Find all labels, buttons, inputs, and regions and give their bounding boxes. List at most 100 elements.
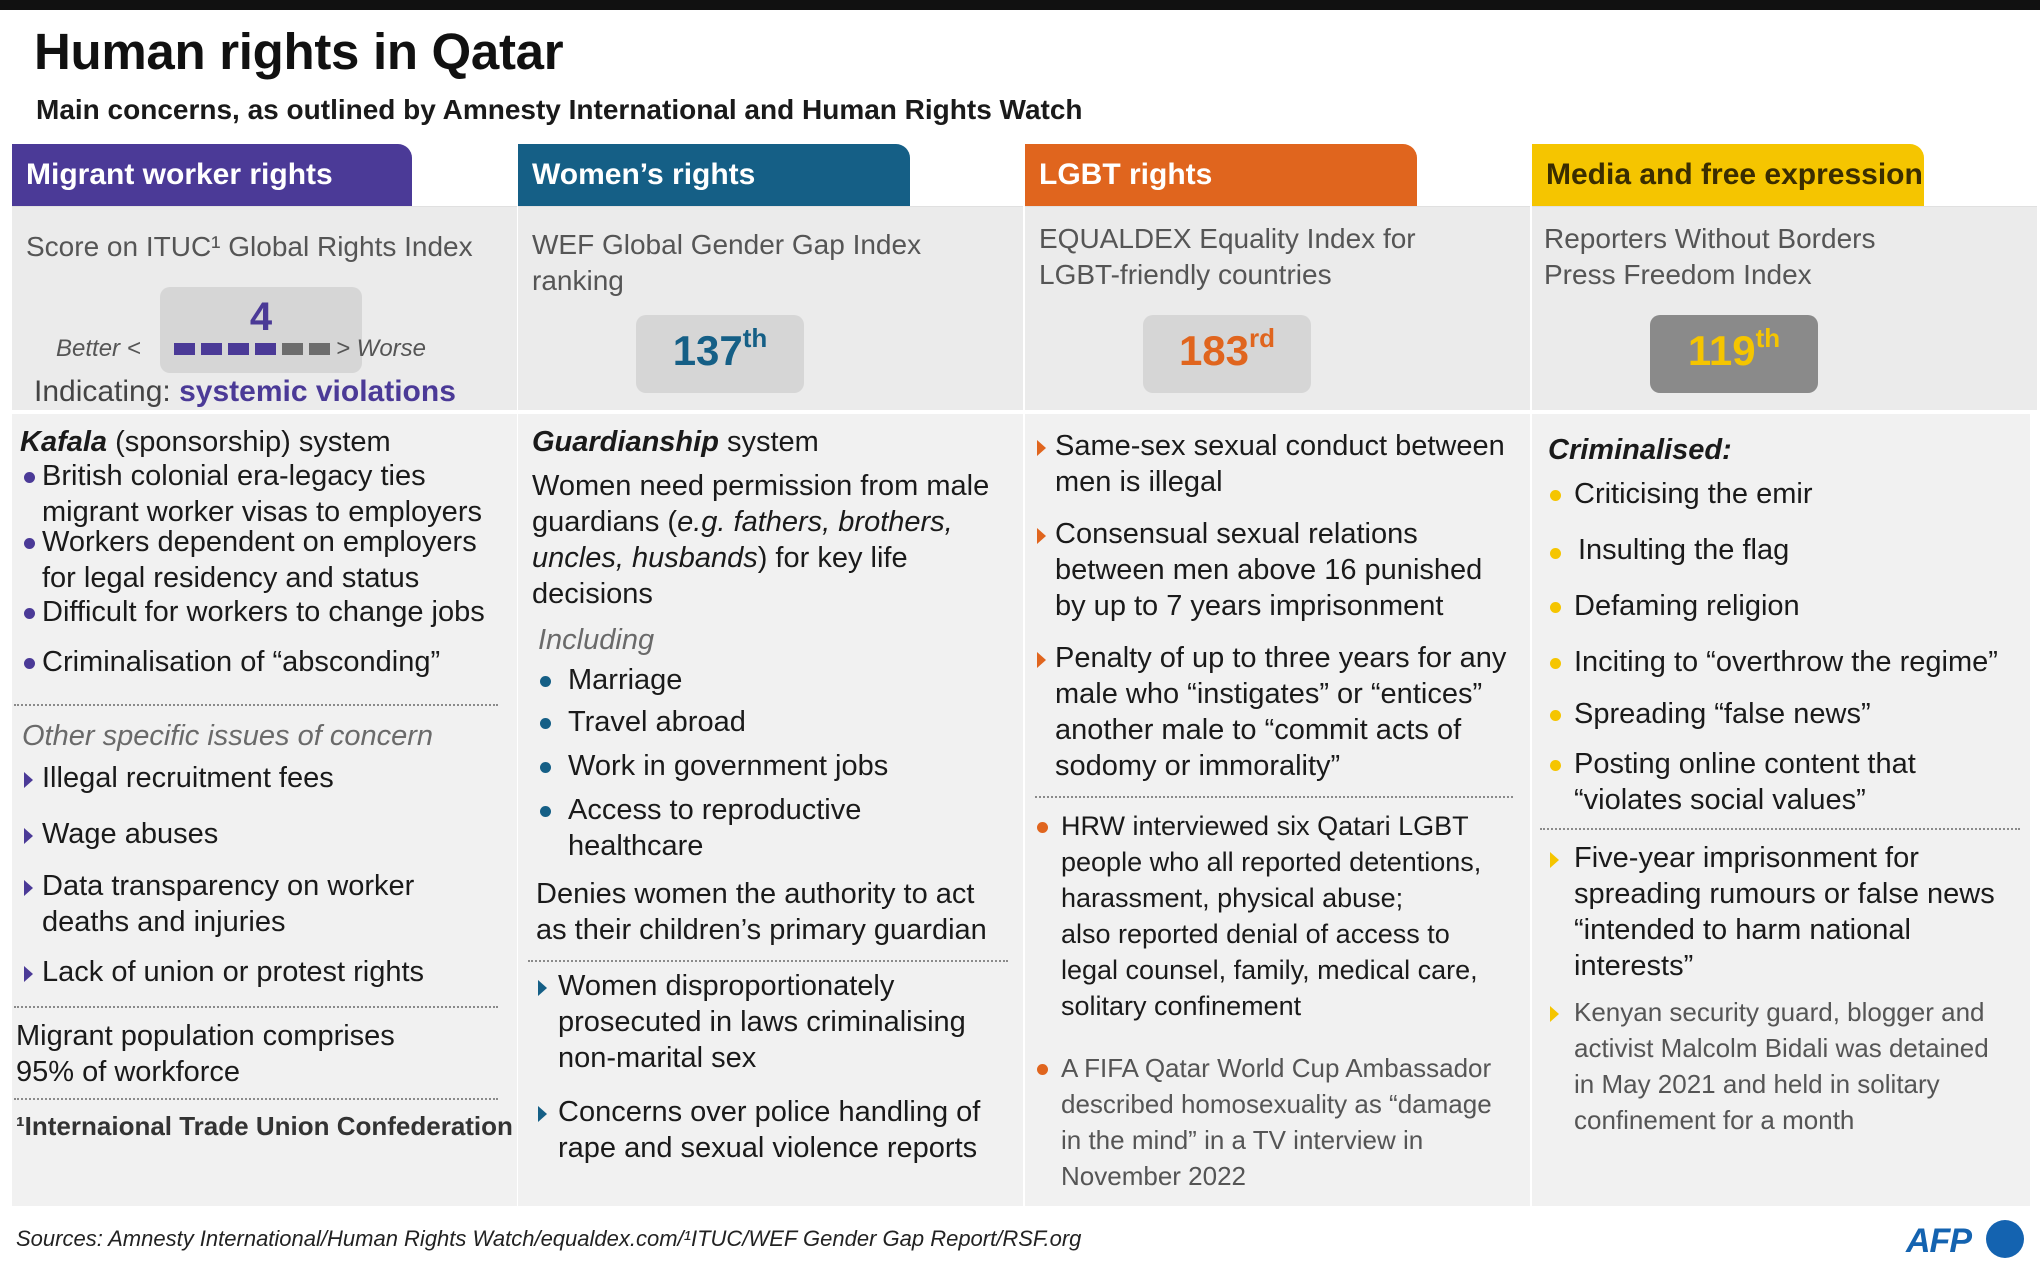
permission-text: Women need permission from male <box>532 470 990 502</box>
guardianship-heading: Guardianship system <box>532 424 819 460</box>
population-text: 95% of workforce <box>16 1056 241 1088</box>
criminalised-item: Posting online content that <box>1574 748 1916 780</box>
criminalised-item: Defaming religion <box>1574 590 1800 622</box>
list-item: Marriage <box>568 664 683 696</box>
column-lgbt-rights: LGBT rights EQUALDEX Equality Index for … <box>1025 144 1530 1210</box>
content-panel: Same-sex sexual conduct between men is i… <box>1025 414 1530 1206</box>
scale-square <box>282 343 303 355</box>
issue-text: Lack of union or protest rights <box>42 956 425 988</box>
fifa-text: A FIFA Qatar World Cup Ambassador <box>1061 1053 1492 1083</box>
page-title: Human rights in Qatar <box>34 23 564 80</box>
arrow-marker <box>24 880 33 896</box>
text-span: ) for key life <box>757 542 908 574</box>
index-label: ranking <box>532 265 624 296</box>
concern-text: prosecuted in laws criminalising <box>558 1006 966 1038</box>
index-panel-ituc: Score on ITUC¹ Global Rights Index 4 Bet… <box>12 206 517 410</box>
dotted-divider <box>528 960 1008 962</box>
rank-suffix: rd <box>1249 323 1276 353</box>
index-panel-wef: WEF Global Gender Gap Index ranking 137t… <box>518 206 1023 410</box>
bullet-dot <box>24 608 35 619</box>
kafala-term: Kafala <box>20 426 108 458</box>
index-label: Score on ITUC¹ Global Rights Index <box>26 231 473 262</box>
list-item: Work in government jobs <box>568 750 889 782</box>
law-text: between men above 16 punished <box>1055 554 1483 586</box>
bullet-text: British colonial era-legacy ties <box>42 460 426 492</box>
bullet-dot <box>1037 822 1048 833</box>
arrow-marker <box>538 980 547 996</box>
scale-square <box>174 343 195 355</box>
top-rule <box>0 0 2040 10</box>
concern-text: non-marital sex <box>558 1042 757 1074</box>
hrw-text: also reported denial of access to <box>1061 919 1450 949</box>
score-scale <box>174 343 330 355</box>
law-text: Consensual sexual relations <box>1055 518 1418 550</box>
list-item: Travel abroad <box>568 706 746 738</box>
index-label: Press Freedom Index <box>1544 259 1812 290</box>
content-panel: Kafala (sponsorship) system British colo… <box>12 414 517 1206</box>
law-text: male who “instigates” or “entices” <box>1055 678 1483 710</box>
penalty-text: Five-year imprisonment for <box>1574 842 1919 874</box>
tab-media-free-expression: Media and free expression <box>1532 144 1924 206</box>
page-subtitle: Main concerns, as outlined by Amnesty In… <box>36 94 1083 125</box>
score-box: 4 <box>160 287 362 373</box>
arrow-marker <box>1550 852 1559 868</box>
sources-line: Sources: Amnesty International/Human Rig… <box>16 1226 1082 1251</box>
dotted-divider <box>1035 796 1513 798</box>
bullet-text: for legal residency and status <box>42 562 420 594</box>
concern-text: rape and sexual violence reports <box>558 1132 978 1164</box>
issue-text: deaths and injuries <box>42 906 286 938</box>
law-text: by up to 7 years imprisonment <box>1055 590 1444 622</box>
text-span: e.g. fathers, brothers, <box>677 506 953 538</box>
hrw-text: HRW interviewed six Qatari LGBT <box>1061 811 1469 841</box>
fifa-text: in the mind” in a TV interview in <box>1061 1125 1424 1155</box>
criminalised-item: Inciting to “overthrow the regime” <box>1574 646 1998 678</box>
criminalised-item: Spreading “false news” <box>1574 698 1871 730</box>
guardianship-rest: system <box>718 426 819 458</box>
arrow-marker <box>24 828 33 844</box>
text-span: uncles, husbands <box>532 542 758 574</box>
concern-text: Concerns over police handling of <box>558 1096 981 1128</box>
rank-value: 183 <box>1178 327 1250 374</box>
criminalised-heading: Criminalised: <box>1548 434 1732 466</box>
afp-logo-dot <box>1986 1220 2024 1258</box>
tab-migrant-worker-rights: Migrant worker rights <box>12 144 412 206</box>
text-span: guardians ( <box>532 506 678 538</box>
bullet-dot <box>1550 548 1561 559</box>
issue-text: Illegal recruitment fees <box>42 762 334 794</box>
bullet-text: Difficult for workers to change jobs <box>42 596 485 628</box>
including-label: Including <box>538 624 655 656</box>
bullet-dot <box>540 762 551 773</box>
bullet-dot <box>540 806 551 817</box>
arrow-marker <box>1037 440 1046 456</box>
fifa-text: November 2022 <box>1061 1161 1246 1191</box>
rank-badge: 183rd <box>1143 315 1311 393</box>
index-label: EQUALDEX Equality Index for <box>1039 223 1416 254</box>
issue-text: Data transparency on worker <box>42 870 415 902</box>
bullet-text: Criminalisation of “absconding” <box>42 646 441 678</box>
criminalised-item: “violates social values” <box>1574 784 1866 816</box>
afp-logo: AFP <box>1906 1222 1972 1260</box>
permission-text: decisions <box>532 578 653 610</box>
arrow-marker <box>24 966 33 982</box>
tab-lgbt-rights: LGBT rights <box>1025 144 1417 206</box>
tab-womens-rights: Women’s rights <box>518 144 910 206</box>
law-text: men is illegal <box>1055 466 1223 498</box>
list-item: Access to reproductive <box>568 794 862 826</box>
column-media-freedom: Media and free expression Reporters With… <box>1532 144 2037 1210</box>
bullet-dot <box>540 718 551 729</box>
dotted-divider <box>14 704 498 706</box>
bullet-dot <box>1037 1064 1048 1075</box>
law-text: Same-sex sexual conduct between <box>1055 430 1505 462</box>
denies-text: as their children’s primary guardian <box>536 914 987 946</box>
bullet-text: Workers dependent on employers <box>42 526 477 558</box>
arrow-marker <box>538 1106 547 1122</box>
criminalised-item: Criticising the emir <box>1574 478 1813 510</box>
indicating-prefix: Indicating: <box>34 375 171 408</box>
arrow-marker <box>1037 528 1046 544</box>
kafala-rest: (sponsorship) system <box>107 426 391 458</box>
penalty-text: “intended to harm national <box>1574 914 1911 946</box>
permission-text: guardians (e.g. fathers, brothers, <box>532 504 953 540</box>
fifa-text: described homosexuality as “damage <box>1061 1089 1492 1119</box>
concern-text: Women disproportionately <box>558 970 895 1002</box>
scale-square <box>255 343 276 355</box>
